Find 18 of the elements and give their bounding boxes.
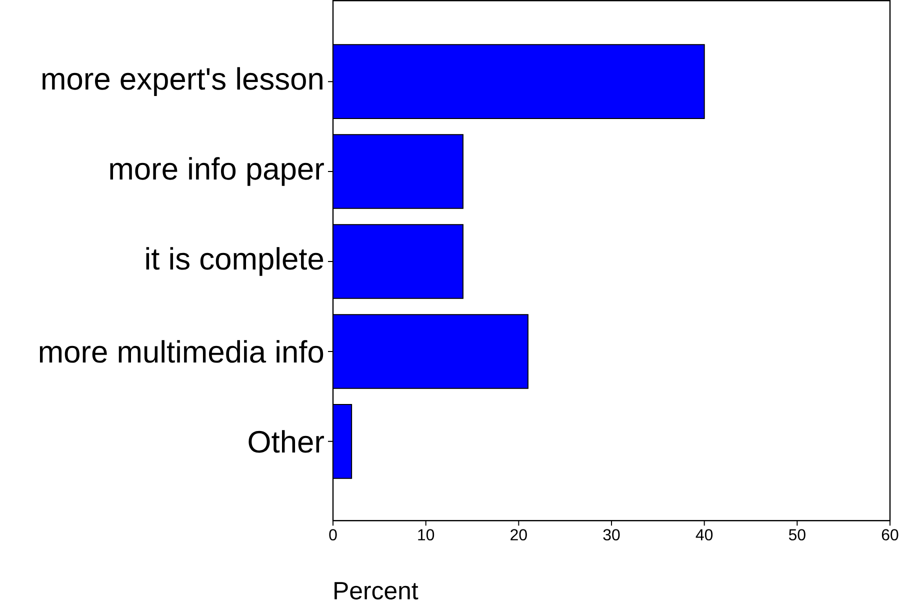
x-tick-label: 50 [788,529,806,541]
y-tick-label: more info paper [110,157,324,186]
bar [333,44,705,120]
y-tick-label: it is complete [146,247,324,276]
bar [333,134,464,210]
y-tick-label: Other [248,430,324,453]
x-tick-label: 60 [882,529,898,541]
bar [333,314,528,390]
x-tick-label: 20 [510,529,527,541]
bar [333,224,464,300]
x-tick-label: 0 [329,529,337,541]
y-tick-label: more multimedia info [40,340,324,364]
x-tick-label: 30 [603,529,620,541]
bar [333,404,352,480]
x-axis-title: Percent [334,582,418,600]
x-tick-label: 40 [696,529,713,541]
x-tick-label: 10 [418,529,434,541]
y-tick-label: more expert's lesson [42,67,322,96]
